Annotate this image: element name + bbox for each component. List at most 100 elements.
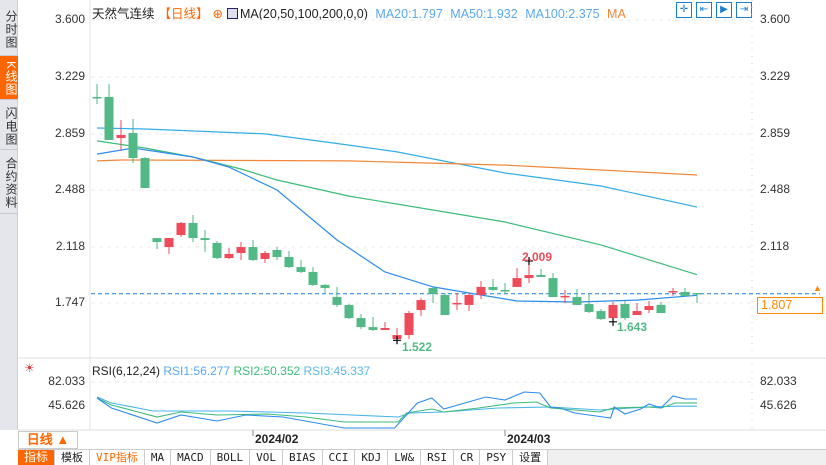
ma100-value: MA100:2.375: [525, 7, 600, 21]
chart-legend: 天然气连续 【日线】 ⊕ MA(20,50,100,200,0,0) MA20:1.7…: [92, 3, 630, 22]
settings-sun-icon[interactable]: ☀: [24, 361, 35, 375]
rsi-tick-label: 82.033: [760, 374, 797, 388]
rsi3-line: [96, 396, 697, 418]
candle-body: [620, 304, 630, 319]
tab-6[interactable]: VOL: [250, 450, 284, 465]
candle-body: [296, 267, 306, 272]
ma200-line: [96, 159, 698, 176]
scroll-up-icon[interactable]: ▲: [813, 283, 822, 293]
price-tick-label: 2.118: [760, 239, 790, 253]
candle-body: [488, 286, 498, 290]
tab-9[interactable]: KDJ: [355, 450, 389, 465]
candle-body: [356, 318, 366, 328]
extreme-marker: [393, 336, 401, 345]
candle-body: [380, 327, 390, 330]
ma20-line: [96, 147, 698, 303]
candle-body: [212, 242, 222, 259]
sidebar-tab-flash[interactable]: 闪电图: [0, 100, 18, 150]
candle-body: [320, 284, 330, 288]
price-tick-label: 3.229: [54, 69, 85, 83]
tab-1[interactable]: 模板: [55, 450, 91, 465]
ma100-line: [96, 127, 698, 208]
candle-body: [632, 311, 642, 316]
current-price-label: 1.807: [757, 297, 823, 314]
candle-body: [524, 275, 534, 279]
candle-body: [476, 286, 486, 296]
date-label: 2024/02: [255, 432, 299, 446]
tab-13[interactable]: PSY: [480, 450, 514, 465]
candle-body: [188, 222, 198, 239]
candle-body: [428, 287, 438, 294]
candle-body: [368, 327, 378, 330]
rsi-title: RSI(6,12,24): [92, 364, 161, 378]
ma200-value: MA: [607, 7, 626, 21]
candle-body: [260, 253, 270, 259]
candle-body: [128, 132, 138, 159]
candle-body: [572, 296, 582, 305]
ma50-line: [96, 140, 698, 276]
candle-body: [680, 291, 690, 296]
candle-body: [536, 275, 546, 277]
sidebar-tab-timeshare[interactable]: 分时图: [0, 0, 18, 56]
rsi-legend: RSI(6,12,24) RSI1:56.277 RSI2:50.352 RSI…: [92, 364, 370, 378]
scroll-end-icon[interactable]: ⇥: [736, 2, 752, 18]
candle-body: [332, 296, 342, 305]
zoom-range-icon[interactable]: ⇤: [696, 2, 712, 18]
candle-body: [656, 304, 666, 314]
candle-body: [692, 293, 702, 295]
candle-body: [236, 247, 246, 254]
tab-7[interactable]: BIAS: [283, 450, 323, 465]
tab-0[interactable]: 指标: [18, 450, 56, 465]
rsi1-value: RSI1:56.277: [163, 364, 231, 378]
candle-body: [200, 238, 210, 241]
tab-10[interactable]: LW&: [388, 450, 422, 465]
price-tick-label: 2.118: [55, 239, 85, 253]
price-tick-label: 2.488: [760, 182, 791, 196]
price-tick-label: 1.747: [54, 295, 85, 309]
sidebar-tab-contract[interactable]: 合约资料: [0, 150, 18, 214]
tab-12[interactable]: CR: [454, 450, 481, 465]
candle-body: [272, 249, 282, 257]
crosshair-icon[interactable]: ✛: [676, 2, 692, 18]
candle-body: [548, 278, 558, 297]
candle-body: [452, 302, 462, 305]
candle-body: [416, 300, 426, 310]
price-tick-label: 3.600: [760, 12, 791, 26]
candle-body: [308, 271, 318, 285]
ma20-value: MA20:1.797: [375, 7, 443, 21]
date-label: 2024/03: [507, 432, 551, 446]
price-tick-label: 2.488: [54, 182, 85, 196]
instrument-name: 天然气连续: [92, 7, 155, 21]
candle-body: [116, 134, 126, 139]
zoom-in-icon[interactable]: ▶: [716, 2, 732, 18]
sidebar-tab-kline[interactable]: K线图: [0, 56, 18, 100]
candle-body: [284, 256, 294, 268]
sidebar: 分时图 K线图 闪电图 合约资料: [0, 0, 18, 430]
tab-14[interactable]: 设置: [513, 450, 549, 465]
candle-body: [248, 247, 258, 261]
tab-11[interactable]: RSI: [421, 450, 455, 465]
rsi-tick-label: 82.033: [48, 374, 85, 388]
tab-8[interactable]: CCI: [322, 450, 356, 465]
candle-body: [440, 295, 450, 316]
rsi-tick-label: 45.626: [760, 398, 797, 412]
tab-2[interactable]: VIP指标: [90, 450, 145, 465]
period-select[interactable]: 日线 ▲: [18, 431, 78, 449]
candle-body: [404, 313, 414, 336]
price-tick-label: 3.600: [54, 12, 85, 26]
candle-body: [644, 306, 654, 310]
candle-body: [176, 222, 186, 236]
tab-3[interactable]: MA: [144, 450, 172, 465]
price-tick-label: 3.229: [760, 69, 791, 83]
indicator-tabs: 指标 模板 VIP指标 MA MACD BOLL VOL BIAS CCI KDJ LW& RSI CR…: [18, 449, 826, 465]
ma50-value: MA50:1.932: [450, 7, 518, 21]
tab-4[interactable]: MACD: [171, 450, 211, 465]
tab-5[interactable]: BOLL: [210, 450, 251, 465]
period-label[interactable]: 【日线】: [158, 7, 209, 21]
low2-annotation: 1.643: [617, 320, 648, 334]
indicator-icon[interactable]: [227, 8, 239, 19]
add-icon[interactable]: ⊕: [212, 7, 224, 21]
candle-body: [104, 96, 114, 141]
candle-body: [92, 96, 102, 99]
